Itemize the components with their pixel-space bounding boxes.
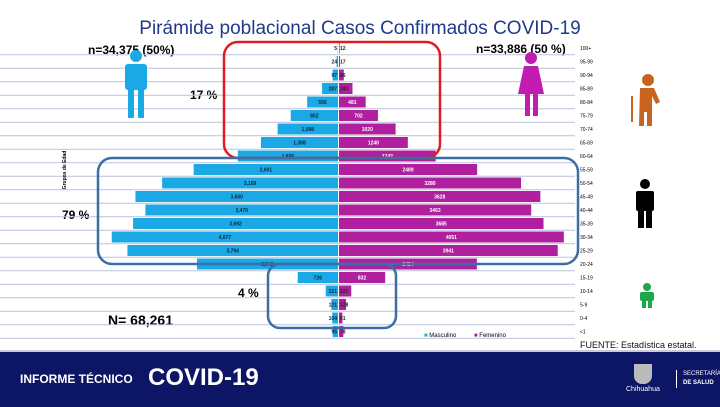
age-label: 0-4 [580, 316, 587, 322]
age-label: 30-34 [580, 235, 593, 241]
age-label: 95-99 [580, 60, 593, 66]
age-label: 65-69 [580, 141, 593, 147]
child-icon [640, 283, 654, 308]
bar-label-male: 24 [331, 60, 337, 66]
bar-label-female: 2489 [403, 168, 414, 174]
bar-label-female: 86 [340, 73, 346, 79]
age-label: 45-49 [580, 195, 593, 201]
bar-label-male: 4,077 [219, 235, 232, 241]
age-label: 50-54 [580, 181, 593, 187]
bar-label-female: 1020 [362, 127, 373, 133]
adult-icon [636, 179, 654, 228]
age-label: 100+ [580, 46, 591, 52]
footer-covid: COVID-19 [148, 364, 259, 392]
bar-label-male: 3,169 [244, 181, 257, 187]
bar-label-female: 1240 [368, 141, 379, 147]
bar-label-male: 5 [334, 46, 337, 52]
elderly-icon [631, 74, 660, 126]
man-icon [125, 50, 147, 118]
bar-label-female: 4051 [446, 235, 457, 241]
age-label: 25-29 [580, 249, 593, 255]
bar-label-female: 3628 [434, 195, 445, 201]
bar-label-male: 121 [329, 303, 338, 309]
bar-label-male: 3,650 [230, 195, 243, 201]
bar-label-female: 78 [340, 330, 346, 336]
bar-label-male: 852 [310, 114, 319, 120]
bar-label-female: 3463 [430, 208, 441, 214]
age-label: 20-24 [580, 262, 593, 268]
footer-label: INFORME TÉCNICO [20, 372, 133, 386]
age-label: 70-74 [580, 127, 593, 133]
bar-label-male: 104 [329, 316, 338, 322]
age-label: 40-44 [580, 208, 593, 214]
age-label: 90-94 [580, 73, 593, 79]
bar-label-female: 3280 [424, 181, 435, 187]
y-axis-label: Grupos de Edad [62, 151, 68, 190]
bar-label-male: 3,692 [229, 222, 242, 228]
bar-label-male: 95 [331, 330, 337, 336]
bar-label-male: 97 [331, 73, 337, 79]
bar-label-male: 287 [329, 87, 338, 93]
legend-female: ■ Femenino [474, 333, 506, 339]
age-label: 75-79 [580, 114, 593, 120]
age-label: 55-59 [580, 168, 593, 174]
woman-icon [518, 52, 544, 116]
chihuahua-logo: Chihuahua [626, 364, 660, 393]
bar-label-female: 243 [340, 87, 349, 93]
bar-label-female: 61 [340, 316, 346, 322]
footer-banner: INFORME TÉCNICO COVID-19 Chihuahua SECRE… [0, 350, 720, 407]
bar-label-male: 1,088 [302, 127, 315, 133]
age-label: 60-64 [580, 154, 593, 160]
age-label: 10-14 [580, 289, 593, 295]
bar-label-female: 17 [340, 60, 346, 66]
bar-label-female: 221 [340, 289, 349, 295]
bar-label-female: 12 [340, 46, 346, 52]
age-label: <1 [580, 330, 586, 336]
bar-label-female: 702 [354, 114, 363, 120]
bar-label-male: 221 [329, 289, 338, 295]
bar-label-male: 2,601 [260, 168, 273, 174]
bar-label-male: 3,470 [235, 208, 248, 214]
age-label: 80-84 [580, 100, 593, 106]
age-label: 5-9 [580, 303, 587, 309]
bar-label-female: 3685 [436, 222, 447, 228]
source-note: FUENTE: Estadística estatal. [580, 340, 697, 350]
bar-label-male: 3,794 [226, 249, 239, 255]
age-label: 35-39 [580, 222, 593, 228]
legend-male: ■ Masculino [424, 333, 456, 339]
age-label: 85-89 [580, 87, 593, 93]
bar-label-female: 3941 [443, 249, 454, 255]
bar-label-male: 556 [318, 100, 327, 106]
bar-label-male: 1,388 [293, 141, 306, 147]
bar-label-female: 481 [348, 100, 357, 106]
bar-label-female: 832 [358, 276, 367, 282]
bar-label-male: 726 [314, 276, 323, 282]
bar-label-female: 128 [340, 303, 349, 309]
age-label: 15-19 [580, 276, 593, 282]
